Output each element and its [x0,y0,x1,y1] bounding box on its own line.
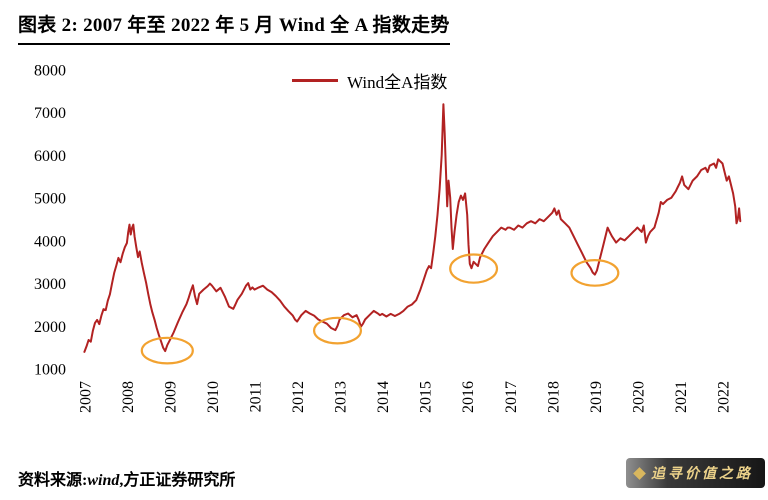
x-tick-label: 2020 [630,381,647,413]
diamond-icon [633,466,646,480]
x-tick-label: 2021 [673,381,690,413]
y-tick-label: 5000 [34,191,66,208]
source-note: 资料来源:wind,方正证券研究所 [18,466,235,490]
watermark-text: 追寻价值之路 [651,467,753,482]
y-tick-label: 6000 [34,148,66,165]
annotation-ellipse [140,336,194,365]
annotation-ellipse [313,316,363,345]
x-tick-label: 2011 [248,381,265,412]
source-vendor: wind [87,472,120,489]
x-tick-label: 2019 [588,381,605,413]
figure-header: 图表 2: 2007 年至 2022 年 5 月 Wind 全 A 指数走势 [0,0,768,45]
y-tick-label: 8000 [34,63,66,80]
series-line [83,103,742,353]
annotation-ellipse [570,258,620,287]
x-tick-label: 2016 [460,381,477,413]
y-tick-label: 1000 [34,362,66,379]
annotation-ellipse [449,253,499,284]
x-tick-label: 2018 [545,381,562,413]
legend-series-line-swatch [292,79,338,82]
x-tick-label: 2012 [290,381,307,413]
x-tick-label: 2007 [77,381,94,413]
x-tick-label: 2009 [163,381,180,413]
x-tick-label: 2015 [418,381,435,413]
chart-legend: Wind全A指数 [292,68,447,93]
x-tick-label: 2014 [375,381,392,413]
chart-area: 1000 2000 3000 4000 5000 6000 7000 8000 2007 2008… [0,54,768,444]
y-tick-label: 3000 [34,276,66,293]
legend-series-label: Wind全A指数 [347,73,448,92]
source-prefix: 资料来源: [18,472,88,489]
x-tick-label: 2017 [503,381,520,413]
y-tick-label: 4000 [34,233,66,250]
x-tick-label: 2010 [205,381,222,413]
figure-title: 图表 2: 2007 年至 2022 年 5 月 Wind 全 A 指数走势 [18,10,450,45]
x-tick-label: 2008 [120,381,137,413]
y-tick-label: 7000 [34,105,66,122]
source-suffix: ,方正证券研究所 [119,472,236,489]
wind-index-line-chart: 1000 2000 3000 4000 5000 6000 7000 8000 2007 2008… [34,63,742,413]
x-tick-label: 2022 [716,381,733,413]
watermark-badge: 追寻价值之路 [626,458,765,488]
y-tick-label: 2000 [34,319,66,336]
x-tick-label: 2013 [333,381,350,413]
